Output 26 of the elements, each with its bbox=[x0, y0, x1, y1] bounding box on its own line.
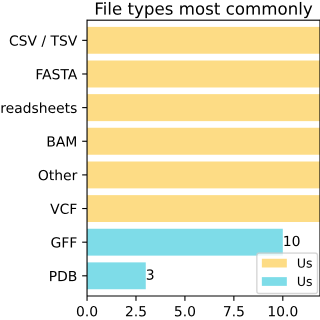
bar bbox=[87, 94, 320, 122]
y-tick-label: PDB bbox=[50, 270, 76, 282]
data-label: 3 bbox=[146, 269, 154, 280]
x-tick-label: 7.5 bbox=[224, 306, 244, 316]
y-tick-label: readsheets bbox=[1, 102, 77, 114]
y-tick-label: GFF bbox=[51, 237, 77, 248]
legend-label: Us bbox=[298, 258, 312, 268]
x-tick-label: 5.0 bbox=[174, 306, 196, 316]
x-tick-label: 10.0 bbox=[268, 306, 298, 316]
bar bbox=[87, 262, 146, 290]
chart-title: File types most commonly bbox=[96, 2, 312, 18]
y-tick-label: VCF bbox=[50, 204, 77, 214]
bar bbox=[87, 128, 320, 155]
y-tick-label: Other bbox=[38, 170, 78, 180]
legend-label: Us bbox=[298, 276, 312, 286]
bar bbox=[87, 195, 320, 222]
x-tick-label: 0.0 bbox=[76, 306, 98, 316]
y-tick-label: FASTA bbox=[36, 68, 78, 80]
x-tick-label: 2.5 bbox=[126, 306, 146, 316]
y-tick-label: BAM bbox=[48, 136, 76, 147]
y-tick-label: CSV / TSV bbox=[10, 35, 78, 47]
data-label: 10 bbox=[284, 236, 300, 246]
bar bbox=[87, 228, 283, 256]
bar bbox=[87, 161, 320, 188]
bar bbox=[87, 26, 320, 54]
bar bbox=[87, 60, 320, 88]
